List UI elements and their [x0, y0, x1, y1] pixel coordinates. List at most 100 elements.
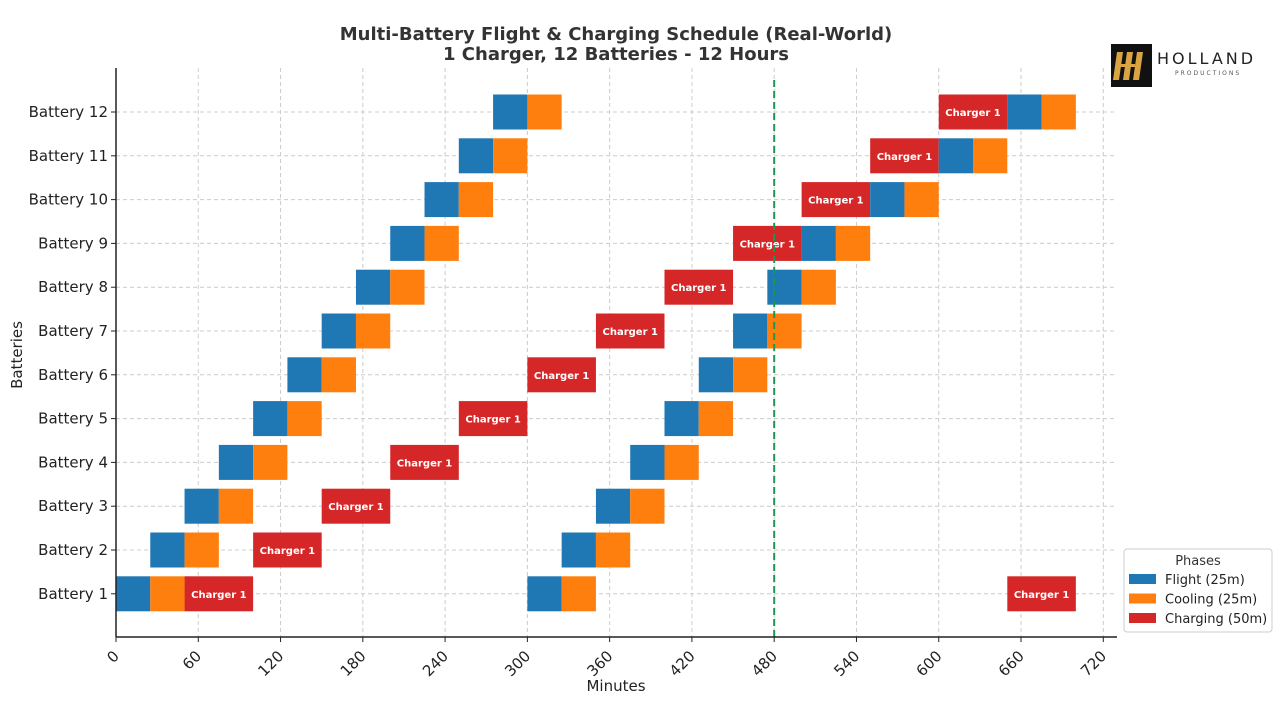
y-axis-label: Batteries	[8, 321, 26, 389]
flight-bar	[218, 444, 254, 480]
x-tick-label: 300	[501, 647, 534, 680]
flight-bar	[698, 357, 734, 393]
y-tick-label: Battery 2	[38, 541, 108, 559]
cooling-bar	[218, 488, 254, 524]
charging-bar	[321, 488, 391, 524]
charger-label: Charger 1	[397, 458, 452, 469]
cooling-bar	[733, 357, 768, 393]
logo-subtitle: PRODUCTIONS	[1175, 70, 1242, 77]
flight-bar	[253, 401, 288, 437]
legend-box	[1123, 548, 1273, 633]
cooling-bar	[595, 532, 631, 568]
chart-subtitle: 1 Charger, 12 Batteries - 12 Hours	[443, 44, 789, 65]
cooling-bar	[493, 138, 528, 174]
flight-bar	[630, 444, 665, 480]
y-tick-label: Battery 4	[38, 453, 108, 471]
charger-label: Charger 1	[1014, 590, 1069, 601]
charging-bar	[801, 182, 871, 218]
charger-label: Charger 1	[260, 546, 315, 557]
y-tick-label: Battery 1	[38, 585, 108, 603]
x-axis-label: Minutes	[586, 677, 645, 695]
legend: Phases Flight (25m) Cooling (25m) Charging …	[1123, 548, 1273, 633]
flight-bar	[767, 269, 802, 305]
legend-label-flight: Flight (25m)	[1165, 573, 1245, 588]
charging-bar	[595, 313, 665, 349]
flight-bar	[287, 357, 322, 393]
y-tick-label: Battery 3	[38, 497, 108, 515]
charger-label: Charger 1	[671, 283, 726, 294]
logo-wordmark: HOLLAND	[1157, 49, 1257, 68]
x-tick-label: 180	[337, 647, 370, 680]
x-tick-label: 540	[830, 647, 863, 680]
cooling-bar	[973, 138, 1008, 174]
flight-bar	[493, 94, 528, 130]
flight-bar	[184, 488, 219, 524]
flight-bar	[1007, 94, 1042, 130]
x-tick-label: 0	[103, 647, 122, 666]
chart-title: Multi-Battery Flight & Charging Schedule…	[340, 24, 893, 45]
cooling-bar	[630, 488, 665, 524]
cooling-bar	[767, 313, 802, 349]
y-tick-label: Battery 7	[38, 322, 108, 340]
y-tick-label: Battery 11	[29, 147, 108, 165]
cooling-bar	[390, 269, 425, 305]
x-tick-label: 600	[913, 647, 946, 680]
cooling-bar	[664, 444, 699, 480]
flight-bar	[355, 269, 391, 305]
cooling-bar	[801, 269, 836, 305]
flight-bar	[595, 488, 631, 524]
charging-bar	[527, 357, 596, 393]
y-tick-label: Battery 8	[38, 278, 108, 296]
x-tick-label: 720	[1077, 647, 1110, 680]
cooling-bar	[321, 357, 356, 393]
charging-bar	[253, 532, 322, 568]
legend-swatch-charging	[1129, 613, 1156, 623]
x-tick-label: 480	[748, 647, 781, 680]
flight-bar	[870, 182, 905, 218]
charging-bar	[1007, 576, 1076, 612]
flight-bar	[116, 576, 151, 612]
legend-swatch-flight	[1129, 574, 1156, 584]
flight-bar	[664, 401, 699, 437]
x-tick-label: 60	[179, 647, 205, 673]
y-tick-label: Battery 6	[38, 366, 108, 384]
cooling-bar	[835, 225, 871, 261]
charger-label: Charger 1	[945, 108, 1000, 119]
cooling-bar	[150, 576, 185, 612]
flight-bar	[801, 225, 836, 261]
charger-label: Charger 1	[465, 415, 520, 426]
cooling-bar	[561, 576, 596, 612]
y-tick-label: Battery 12	[29, 103, 108, 121]
legend-label-charging: Charging (50m)	[1165, 612, 1267, 627]
y-tick-label: Battery 9	[38, 234, 108, 252]
holland-productions-logo: HOLLAND PRODUCTIONS	[1111, 44, 1271, 88]
flight-bar	[458, 138, 494, 174]
cooling-bar	[355, 313, 391, 349]
flight-bar	[938, 138, 974, 174]
flight-bar	[561, 532, 596, 568]
flight-bar	[424, 182, 459, 218]
charger-label: Charger 1	[740, 239, 795, 250]
charger-label: Charger 1	[877, 152, 932, 163]
logo-mark-icon	[1111, 44, 1152, 87]
x-tick-label: 420	[666, 647, 699, 680]
cooling-bar	[184, 532, 219, 568]
charger-label: Charger 1	[808, 196, 863, 207]
x-tick-label: 120	[254, 647, 287, 680]
cooling-bar	[1041, 94, 1076, 130]
legend-swatch-cooling	[1129, 593, 1156, 604]
flight-bar	[733, 313, 768, 349]
x-tick-label: 660	[995, 647, 1028, 680]
flight-bar	[390, 225, 425, 261]
charging-bar	[733, 225, 802, 261]
charging-bar	[664, 269, 734, 305]
charging-bar	[870, 138, 939, 174]
charger-label: Charger 1	[191, 590, 246, 601]
legend-title: Phases	[1175, 554, 1221, 569]
flight-bar	[150, 532, 185, 568]
charging-bar	[938, 94, 1008, 130]
charging-bar	[184, 576, 254, 612]
cooling-bar	[424, 225, 459, 261]
bars: Charger 1 Charger 1 Charger 1 Charger 1 Char…	[116, 80, 1076, 637]
